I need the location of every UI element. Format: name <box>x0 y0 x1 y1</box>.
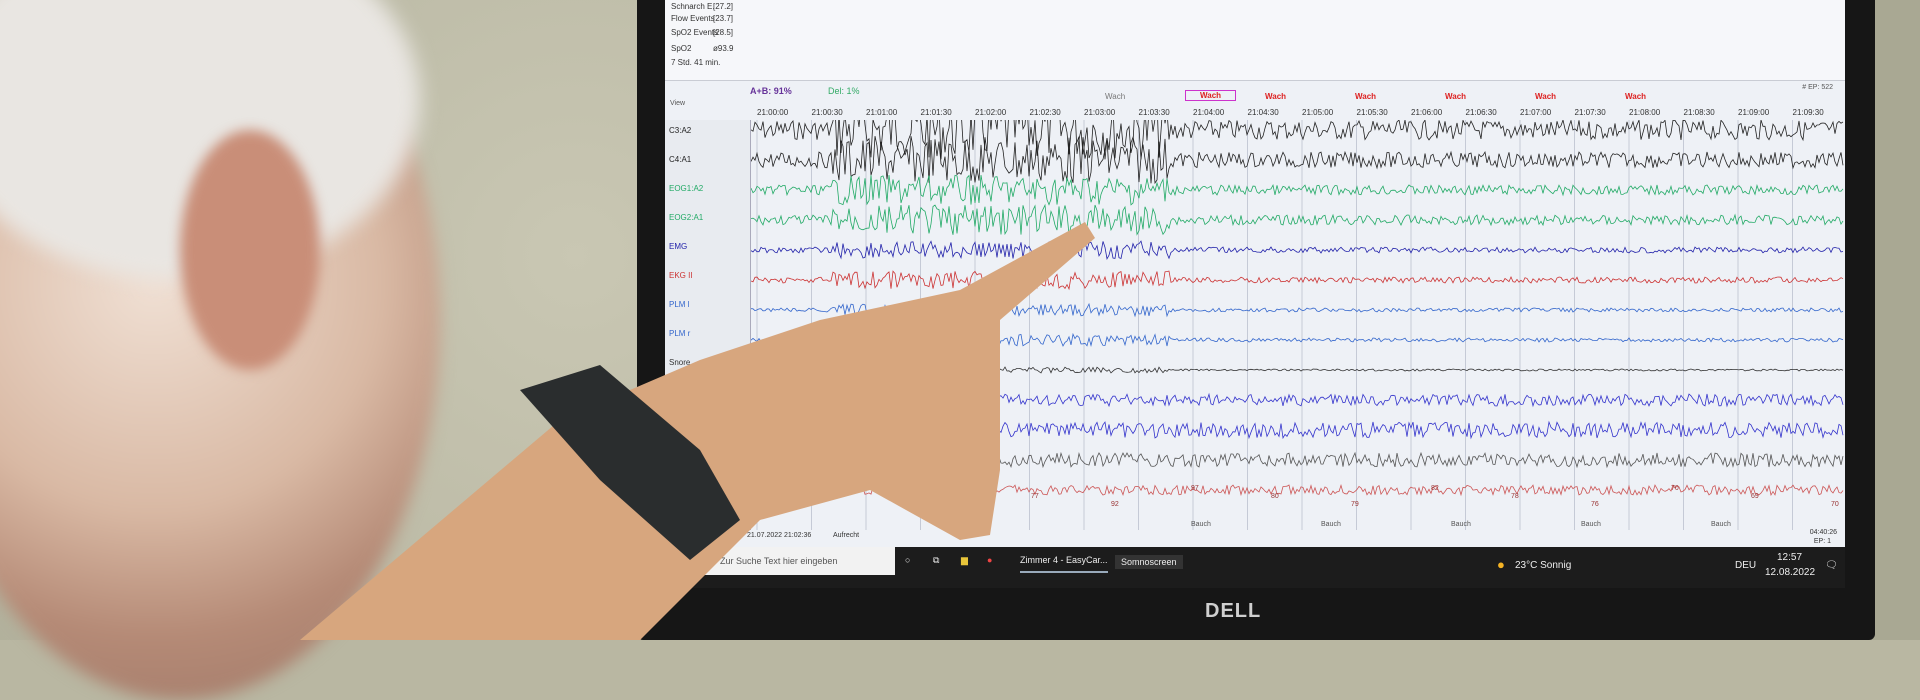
taskbar-app[interactable]: Somnoscreen <box>1115 555 1183 569</box>
time-tick: 21:08:30 <box>1683 108 1715 117</box>
spo2-value: 80 <box>1271 493 1279 500</box>
sun-icon: ● <box>1497 557 1505 572</box>
taskbar: Zur Suche Text hier eingeben ○ ⧉ ▆ ● Zim… <box>665 547 1845 588</box>
ab-stat: A+B: 91% <box>750 86 792 96</box>
notification-icon[interactable]: 🗨 <box>1825 560 1838 571</box>
epoch-label: # EP: 522 <box>1802 84 1833 91</box>
channel-label[interactable]: EOG2:A1 <box>669 213 704 222</box>
time-tick: 21:07:00 <box>1520 108 1552 117</box>
time-tick: 21:00:30 <box>811 108 843 117</box>
channel-label[interactable]: EKG II <box>669 271 693 280</box>
spo2-value: 76 <box>1591 501 1599 508</box>
overview-label: Schnarch E. <box>671 2 715 11</box>
sleep-stage-label[interactable]: Wach <box>1355 92 1377 101</box>
channel-label[interactable]: EMG <box>669 242 688 251</box>
spo2-value: 79 <box>1351 501 1359 508</box>
overview-value: [27.2] <box>713 2 734 11</box>
time-tick: 21:01:30 <box>920 108 952 117</box>
file-explorer-icon[interactable]: ▆ <box>961 555 968 565</box>
signal-trace <box>751 135 1844 185</box>
time-tick: 21:06:30 <box>1465 108 1497 117</box>
channel-label[interactable]: C4:A1 <box>669 155 692 164</box>
position-label: Bauch <box>1711 521 1731 528</box>
time-tick: 21:09:00 <box>1738 108 1770 117</box>
overview-value: ø93.9 <box>713 44 734 53</box>
time-tick: 21:09:30 <box>1792 108 1824 117</box>
position-label: Bauch <box>1321 521 1341 528</box>
spo2-value: 77 <box>1031 493 1039 500</box>
time-tick: 21:08:00 <box>1629 108 1661 117</box>
time-tick: 21:00:00 <box>757 108 789 117</box>
signal-trace <box>751 270 1844 291</box>
spo2-value: 69 <box>1751 493 1759 500</box>
signal-trace <box>751 120 1844 160</box>
channel-label[interactable]: PLM l <box>669 300 690 309</box>
weather[interactable]: 23°C Sonnig <box>1515 560 1572 571</box>
overview-label: SpO2 <box>671 44 692 53</box>
signal-plot[interactable]: 767792978079827876706970BauchBauchBauchB… <box>751 120 1845 530</box>
signal-trace <box>751 240 1844 261</box>
overview-label: SpO2 Events <box>671 28 719 37</box>
time-tick: 21:04:00 <box>1193 108 1225 117</box>
signal-trace <box>751 174 1844 206</box>
overview-value: [23.7] <box>713 14 734 23</box>
time-tick: 21:02:30 <box>1029 108 1061 117</box>
position-label: Bauch <box>1581 521 1601 528</box>
date[interactable]: 12.08.2022 <box>1765 567 1816 578</box>
footer-position: Aufrecht <box>833 532 860 539</box>
footer-time: 04:40:26 <box>1809 529 1837 536</box>
time-tick: 21:03:00 <box>1084 108 1116 117</box>
time-tick: 21:05:30 <box>1356 108 1388 117</box>
position-label: Bauch <box>1191 521 1211 528</box>
overview-value: [28.5] <box>713 28 734 37</box>
chrome-icon[interactable]: ● <box>987 555 993 565</box>
position-label: Bauch <box>1451 521 1471 528</box>
channel-label[interactable]: C3:A2 <box>669 126 692 135</box>
footer-date: 21.07.2022 21:02:36 <box>747 532 812 539</box>
sleep-stage-label[interactable]: Wach <box>1265 92 1287 101</box>
sleep-stage-label[interactable]: Wach <box>1105 92 1126 101</box>
language[interactable]: DEU <box>1735 560 1757 571</box>
person-ear <box>180 130 320 370</box>
footer-ep: EP: 1 <box>1813 538 1831 545</box>
taskbar-app[interactable]: Zimmer 4 - EasyCar... <box>1020 555 1108 573</box>
overview-label: Flow Events <box>671 14 715 23</box>
spo2-value: 70 <box>1831 501 1839 508</box>
time-tick: 21:04:30 <box>1247 108 1279 117</box>
sleep-stage-label[interactable]: Wach <box>1535 92 1557 101</box>
spo2-value: 97 <box>1191 485 1199 492</box>
del-stat: Del: 1% <box>828 86 860 96</box>
dell-logo: DELL <box>1205 600 1262 622</box>
time-tick: 21:03:30 <box>1138 108 1170 117</box>
task-view-icon[interactable]: ⧉ <box>933 555 940 565</box>
spo2-value: 70 <box>1671 485 1679 492</box>
spo2-value: 92 <box>1111 501 1119 508</box>
signal-trace <box>751 203 1844 236</box>
channel-label[interactable]: EOG1:A2 <box>669 184 704 193</box>
search-circle-icon[interactable]: ○ <box>905 555 911 565</box>
clock[interactable]: 12:57 <box>1777 552 1803 563</box>
time-tick: 21:05:00 <box>1302 108 1334 117</box>
view-label: View <box>670 100 686 107</box>
overview-panel: Schnarch E. [27.2] Flow Events [23.7] Sp… <box>665 0 1845 81</box>
time-tick: 21:02:00 <box>975 108 1007 117</box>
sleep-stage-label[interactable]: Wach <box>1625 92 1647 101</box>
pointing-arm <box>300 222 1095 640</box>
time-tick: 21:06:00 <box>1411 108 1443 117</box>
spo2-value: 82 <box>1431 485 1439 492</box>
time-tick: 21:07:30 <box>1574 108 1606 117</box>
time-tick: 21:01:00 <box>866 108 898 117</box>
duration: 7 Std. 41 min. <box>671 58 721 67</box>
sleep-stage-label[interactable]: Wach <box>1445 92 1467 101</box>
sleep-stage-label[interactable]: Wach <box>1185 90 1237 101</box>
wristwatch <box>520 365 740 560</box>
spo2-value: 78 <box>1511 493 1519 500</box>
channel-label[interactable]: PLM r <box>669 329 691 338</box>
channel-label[interactable]: Snore <box>669 358 691 367</box>
